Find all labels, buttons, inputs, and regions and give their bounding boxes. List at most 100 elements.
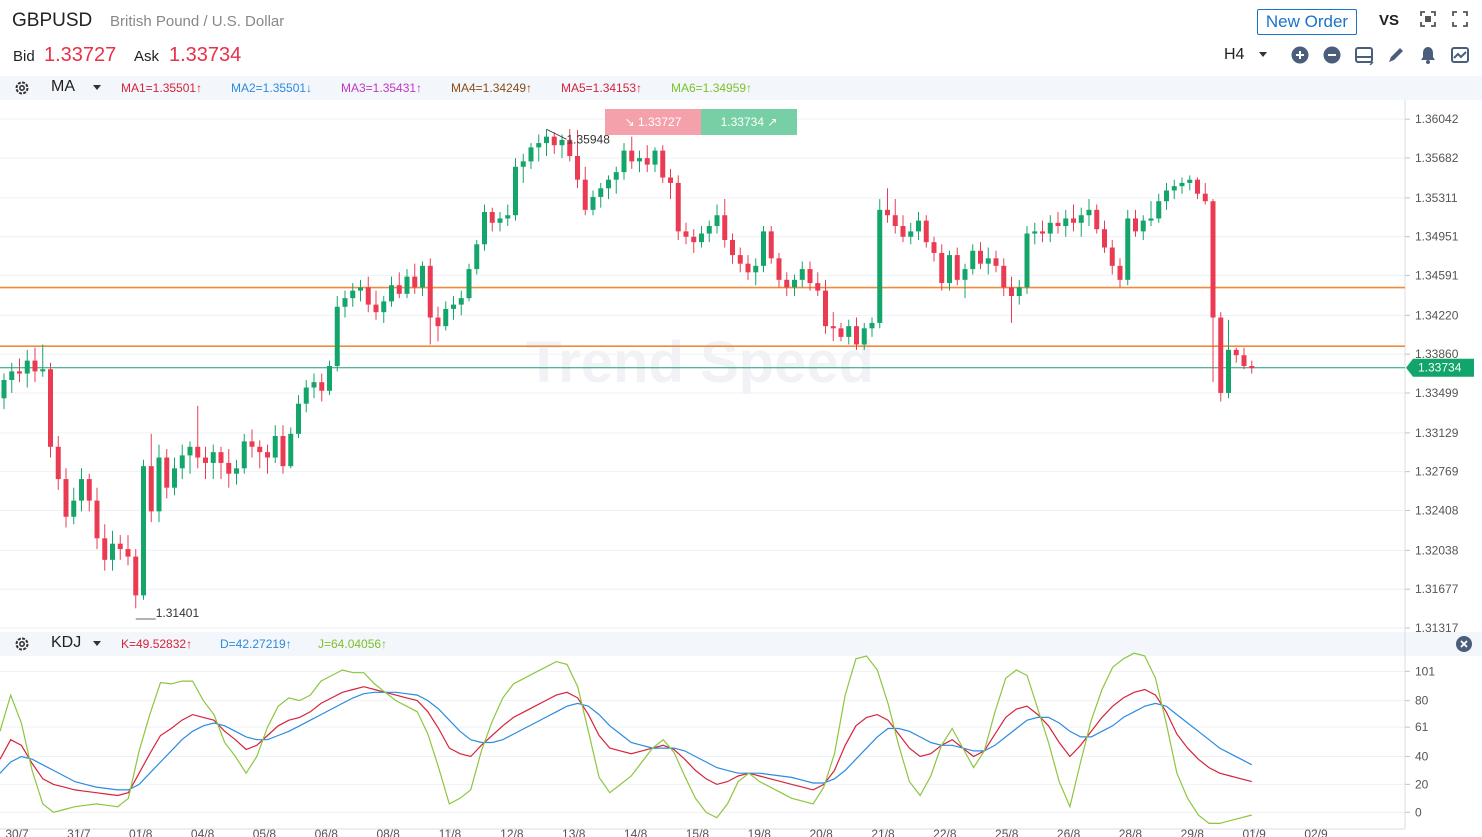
candle-up	[288, 433, 294, 467]
layout-icon[interactable]	[1354, 45, 1374, 65]
candle-down	[412, 276, 418, 288]
kdj-tick-label: 0	[1415, 805, 1422, 819]
kdj-d-line	[0, 691, 1253, 791]
candle-up	[536, 143, 542, 148]
price-tick-label: 1.34951	[1415, 230, 1459, 244]
candle-down	[683, 231, 689, 237]
candle-down	[629, 150, 635, 162]
candle-down	[265, 452, 270, 458]
price-tick-label: 1.32038	[1415, 543, 1459, 557]
candle-down	[1210, 201, 1216, 318]
candle-up	[342, 298, 348, 307]
gear-icon[interactable]	[14, 636, 30, 652]
candle-down	[133, 556, 139, 596]
sell-quote-button[interactable]: ↘ 1.33727	[605, 109, 701, 135]
candle-up	[908, 231, 914, 237]
kdj-tick-label: 61	[1415, 720, 1429, 734]
candle-up	[1164, 190, 1169, 202]
candle-down	[1117, 265, 1123, 280]
candle-up	[877, 209, 883, 323]
ma-indicator-bar: MA MA1=1.35501↑ MA2=1.35501↓ MA3=1.35431…	[0, 76, 1482, 100]
candle-up	[303, 387, 309, 404]
chevron-down-icon[interactable]	[93, 641, 101, 646]
current-price-label: 1.33734	[1418, 361, 1462, 375]
candle-up	[1024, 233, 1030, 288]
date-tick-label: 14/8	[624, 827, 648, 837]
candle-up	[799, 269, 805, 280]
draw-icon[interactable]	[1386, 45, 1406, 65]
price-tick-label: 1.35311	[1415, 191, 1458, 205]
date-tick-label: 29/8	[1181, 827, 1205, 837]
candle-up	[637, 158, 642, 162]
candle-up	[1171, 186, 1177, 191]
candle-up	[466, 269, 472, 299]
candle-down	[32, 360, 38, 372]
price-tick-label: 1.34591	[1415, 268, 1459, 282]
candle-down	[373, 304, 379, 313]
candle-down	[582, 179, 588, 210]
date-tick-label: 06/8	[315, 827, 339, 837]
kdj-tick-label: 80	[1415, 694, 1429, 708]
candle-down	[1071, 218, 1076, 223]
fullscreen-icon[interactable]	[1420, 11, 1436, 27]
candle-down	[319, 382, 325, 391]
alert-icon[interactable]	[1418, 45, 1438, 65]
candle-down	[954, 255, 960, 280]
ma1-value: MA1=1.35501↑	[121, 81, 203, 95]
price-tick-label: 1.33499	[1415, 386, 1459, 400]
ma3-value: MA3=1.35431↑	[341, 81, 423, 95]
date-tick-label: 19/8	[748, 827, 772, 837]
date-tick-label: 04/8	[191, 827, 215, 837]
candle-up	[272, 436, 278, 458]
candle-down	[722, 215, 728, 240]
candle-down	[427, 265, 433, 318]
kdj-tick-label: 20	[1415, 777, 1429, 791]
candle-down	[854, 326, 859, 345]
new-order-button[interactable]: New Order	[1257, 9, 1357, 35]
candle-down	[117, 543, 123, 550]
timeframe-select[interactable]: H4	[1224, 46, 1245, 63]
candle-down	[768, 231, 774, 259]
candle-up	[559, 139, 565, 146]
zoom-in-icon[interactable]	[1290, 45, 1310, 65]
candle-down	[55, 446, 61, 480]
candle-down	[1241, 355, 1247, 366]
candle-down	[823, 290, 828, 327]
date-tick-label: 21/8	[871, 827, 895, 837]
candle-up	[234, 468, 239, 474]
kdj-k-line	[0, 686, 1252, 797]
candle-down	[94, 500, 100, 539]
candle-down	[1001, 265, 1007, 288]
chevron-down-icon[interactable]	[93, 85, 101, 90]
candle-down	[776, 258, 782, 280]
chevron-down-icon[interactable]	[1259, 52, 1267, 57]
candle-up	[40, 369, 46, 372]
gear-icon[interactable]	[14, 80, 30, 96]
candle-down	[195, 446, 201, 458]
candle-up	[513, 166, 518, 216]
price-tick-label: 1.33860	[1415, 347, 1459, 361]
candle-up	[621, 150, 627, 173]
kdj-indicator-name[interactable]: KDJ	[51, 634, 82, 651]
expand-icon[interactable]	[1452, 11, 1468, 27]
candle-up	[404, 276, 410, 294]
candle-down	[1094, 209, 1100, 230]
zoom-out-icon[interactable]	[1322, 45, 1342, 65]
candle-up	[528, 147, 534, 162]
candle-down	[489, 212, 495, 223]
candle-up	[156, 457, 162, 512]
candle-up	[172, 468, 177, 488]
ma-indicator-name[interactable]: MA	[51, 78, 75, 95]
candle-down	[815, 283, 821, 291]
candle-up	[1148, 218, 1154, 221]
bid-value: 1.33727	[44, 44, 117, 66]
candle-down	[807, 269, 813, 284]
vs-button[interactable]: VS	[1379, 12, 1400, 29]
chart-type-icon[interactable]	[1450, 45, 1470, 65]
candle-up	[1063, 218, 1069, 226]
close-icon[interactable]	[1455, 635, 1473, 653]
candle-down	[892, 215, 898, 226]
candle-up	[962, 269, 968, 280]
buy-quote-button[interactable]: 1.33734 ↗	[701, 109, 797, 135]
